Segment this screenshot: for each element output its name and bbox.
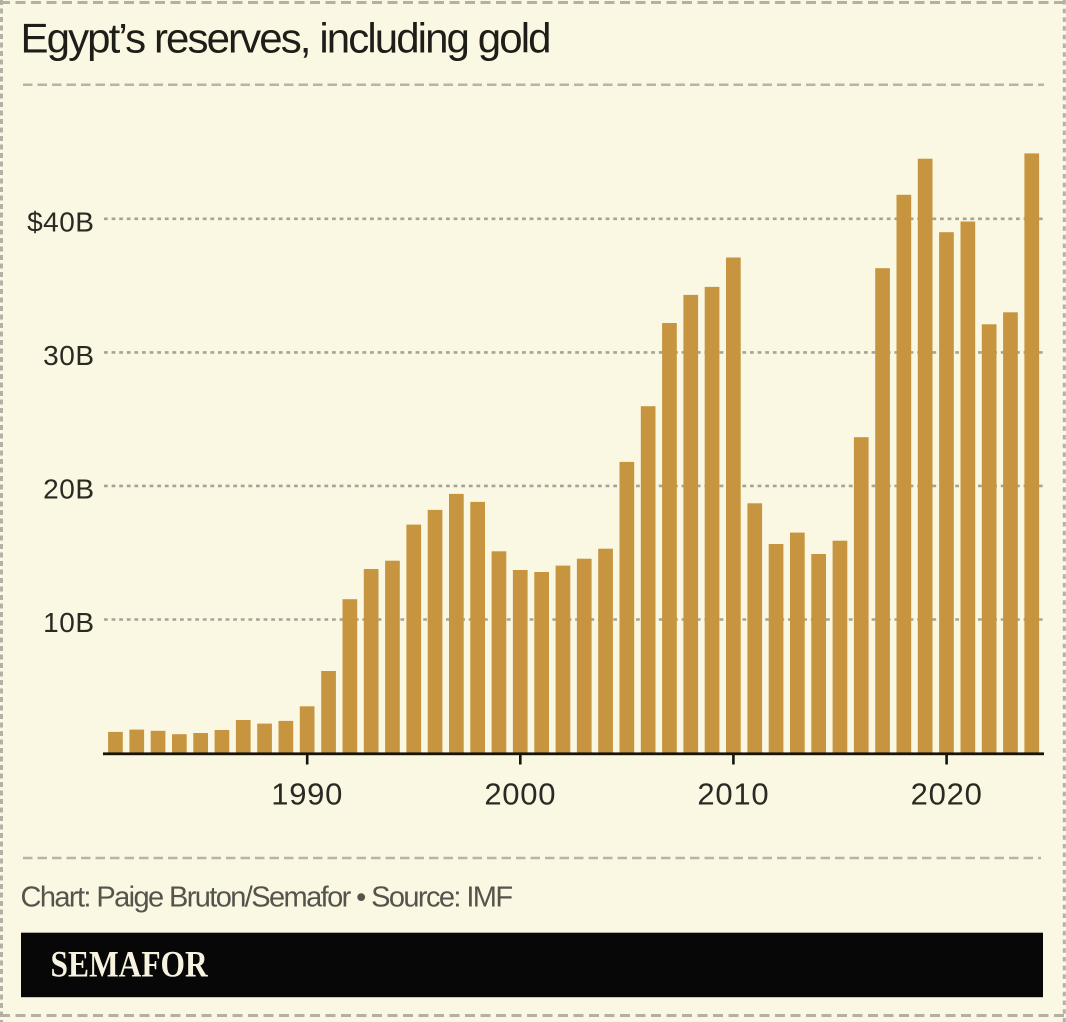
- svg-text:2020: 2020: [911, 777, 983, 812]
- svg-text:SEMAFOR: SEMAFOR: [51, 944, 209, 985]
- svg-text:Egypt’s reserves, including go: Egypt’s reserves, including gold: [21, 15, 550, 62]
- svg-text:10B: 10B: [43, 607, 94, 638]
- svg-text:2000: 2000: [484, 777, 556, 812]
- svg-text:2010: 2010: [697, 777, 769, 812]
- svg-text:20B: 20B: [43, 474, 94, 505]
- svg-text:Chart: Paige Bruton/Semafor •: Chart: Paige Bruton/Semafor • Source: IM…: [21, 882, 513, 914]
- svg-text:1990: 1990: [271, 777, 343, 812]
- svg-text:30B: 30B: [43, 340, 94, 371]
- svg-text:$40B: $40B: [27, 207, 94, 238]
